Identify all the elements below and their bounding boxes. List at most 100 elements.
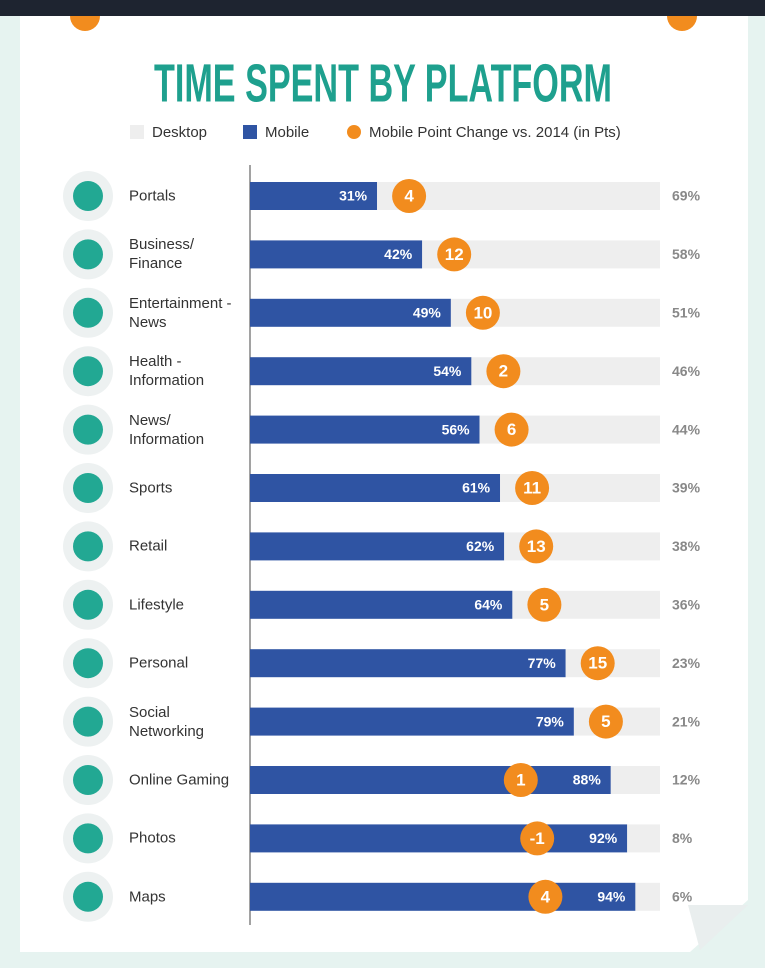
change-label: -1	[530, 829, 545, 848]
category-label: Maps	[129, 888, 166, 906]
mobile-label: 62%	[466, 538, 495, 554]
category-label: Lifestyle	[129, 596, 185, 614]
change-marker	[519, 529, 554, 564]
change-marker	[515, 471, 550, 505]
mobile-label: 31%	[339, 188, 368, 204]
mobile-label: 49%	[413, 305, 442, 321]
change-marker	[588, 704, 623, 739]
change-marker	[486, 354, 521, 389]
category-label: Portals	[129, 187, 176, 205]
legend-swatch	[130, 125, 144, 139]
change-marker	[494, 412, 529, 447]
bar-mobile	[250, 766, 611, 794]
change-marker	[503, 763, 538, 797]
legend-label: Mobile	[265, 124, 309, 141]
category-label: Social Networking	[129, 703, 205, 740]
category-label: Health - Information	[129, 353, 205, 390]
icon	[73, 531, 103, 562]
page-curl	[688, 905, 748, 950]
desktop-label: 21%	[672, 713, 701, 729]
desktop-label: 51%	[672, 305, 701, 321]
mobile-label: 56%	[442, 421, 471, 437]
mobile-label: 79%	[536, 713, 565, 729]
desktop-label: 58%	[672, 246, 701, 262]
icon	[73, 881, 103, 912]
category-label: News/ Information	[129, 411, 205, 448]
change-marker	[528, 879, 563, 914]
icon	[73, 765, 103, 795]
desktop-label: 39%	[672, 480, 701, 496]
bar-mobile	[250, 357, 472, 386]
icon	[73, 589, 103, 620]
bar-mobile	[250, 532, 505, 561]
change-label: 13	[527, 537, 546, 556]
icon	[73, 706, 103, 737]
icon	[73, 823, 103, 854]
bar-mobile	[250, 298, 451, 327]
desktop-label: 38%	[672, 538, 701, 554]
top-band	[0, 0, 765, 16]
category-label: Online Gaming	[129, 771, 230, 789]
category-label: Sports	[129, 479, 173, 497]
icon	[73, 648, 103, 679]
bar-desktop	[627, 824, 660, 853]
desktop-label: 36%	[672, 597, 701, 613]
category-label: Personal	[129, 654, 189, 672]
change-marker	[527, 587, 562, 622]
change-marker	[580, 646, 615, 681]
bar-mobile	[250, 882, 636, 911]
category-label: Business/ Finance	[129, 236, 195, 273]
desktop-label: 12%	[672, 772, 701, 788]
desktop-label: 46%	[672, 363, 701, 379]
change-marker	[520, 821, 555, 856]
desktop-label: 44%	[672, 421, 701, 437]
change-label: 2	[499, 362, 508, 381]
bar-mobile	[250, 707, 574, 736]
icon	[73, 239, 103, 270]
mobile-label: 94%	[597, 889, 626, 905]
change-label: 1	[516, 770, 525, 789]
mobile-label: 61%	[462, 480, 491, 496]
bar-mobile	[250, 415, 480, 444]
legend-label: Desktop	[152, 124, 207, 141]
change-label: 12	[445, 245, 464, 264]
change-label: 6	[507, 420, 516, 439]
bar-desktop	[635, 882, 660, 911]
change-marker	[465, 295, 500, 330]
bar-mobile	[250, 474, 501, 502]
mobile-label: 88%	[573, 772, 602, 788]
mobile-label: 64%	[474, 597, 503, 613]
desktop-label: 69%	[672, 188, 701, 204]
icon	[73, 356, 103, 387]
icon	[73, 297, 103, 328]
change-label: 15	[588, 654, 607, 673]
bar-mobile	[250, 240, 423, 269]
bar-mobile	[250, 182, 378, 210]
bar-mobile	[250, 590, 513, 619]
change-label: 4	[541, 887, 551, 906]
icon	[73, 414, 103, 445]
mobile-label: 77%	[528, 655, 557, 671]
change-marker	[392, 179, 427, 213]
change-label: 10	[473, 303, 492, 322]
mobile-label: 54%	[433, 363, 462, 379]
change-label: 4	[404, 186, 414, 205]
desktop-label: 23%	[672, 655, 701, 671]
bar-desktop	[610, 766, 660, 794]
mobile-label: 92%	[589, 830, 618, 846]
legend-swatch	[347, 125, 361, 139]
change-marker	[437, 237, 472, 272]
legend-label: Mobile Point Change vs. 2014 (in Pts)	[369, 124, 621, 141]
desktop-label: 6%	[672, 889, 693, 905]
icon	[73, 181, 103, 211]
bar-mobile	[250, 649, 566, 678]
icon	[73, 473, 103, 503]
chart-title: TIME SPENT BY PLATFORM	[154, 53, 612, 113]
legend-swatch	[243, 125, 257, 139]
desktop-label: 8%	[672, 830, 693, 846]
category-label: Retail	[129, 537, 168, 555]
change-label: 11	[523, 478, 541, 497]
category-label: Entertainment - News	[129, 294, 232, 331]
bar-mobile	[250, 824, 628, 853]
